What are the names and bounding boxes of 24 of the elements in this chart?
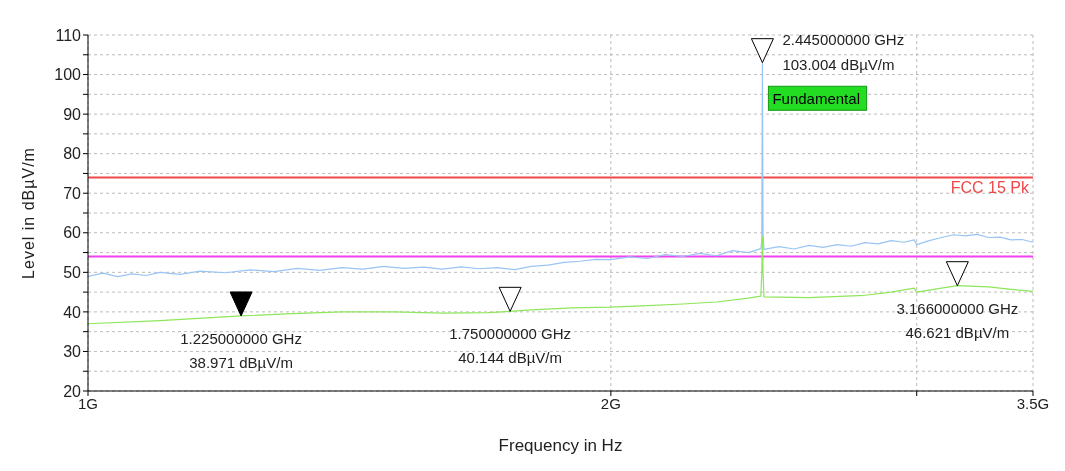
- annotation: 40.144 dBµV/m: [458, 349, 562, 367]
- y-tick-label: 110: [55, 26, 82, 44]
- y-tick-label: 30: [63, 343, 82, 361]
- y-tick-label: 60: [63, 224, 82, 242]
- y-tick-label: 20: [63, 382, 82, 400]
- annotation: 103.004 dBµV/m: [782, 55, 895, 73]
- annotation: 46.621 dBµV/m: [905, 323, 1010, 341]
- annotation: 1.225000000 GHz: [180, 329, 302, 347]
- y-tick-label: 70: [63, 184, 82, 202]
- annotation: 1.750000000 GHz: [449, 325, 572, 343]
- annotation: Fundamental: [772, 90, 860, 108]
- x-axis-title: Frequency in Hz: [498, 436, 623, 455]
- y-axis-title: Level in dBµV/m: [19, 147, 37, 279]
- y-tick-label: 100: [54, 66, 82, 84]
- x-tick-label: 2G: [600, 394, 621, 412]
- y-tick-label: 50: [63, 264, 82, 282]
- ref-line-label: FCC 15 Pk: [950, 178, 1030, 196]
- y-tick-label: 80: [63, 145, 82, 163]
- annotation: 3.166000000 GHz: [896, 299, 1019, 317]
- annotation: 38.971 dBµV/m: [189, 353, 293, 371]
- y-tick-label: 90: [63, 105, 82, 123]
- x-tick-label: 3.5G: [1016, 394, 1050, 412]
- annotation: 2.445000000 GHz: [782, 30, 905, 48]
- y-tick-label: 40: [63, 303, 82, 321]
